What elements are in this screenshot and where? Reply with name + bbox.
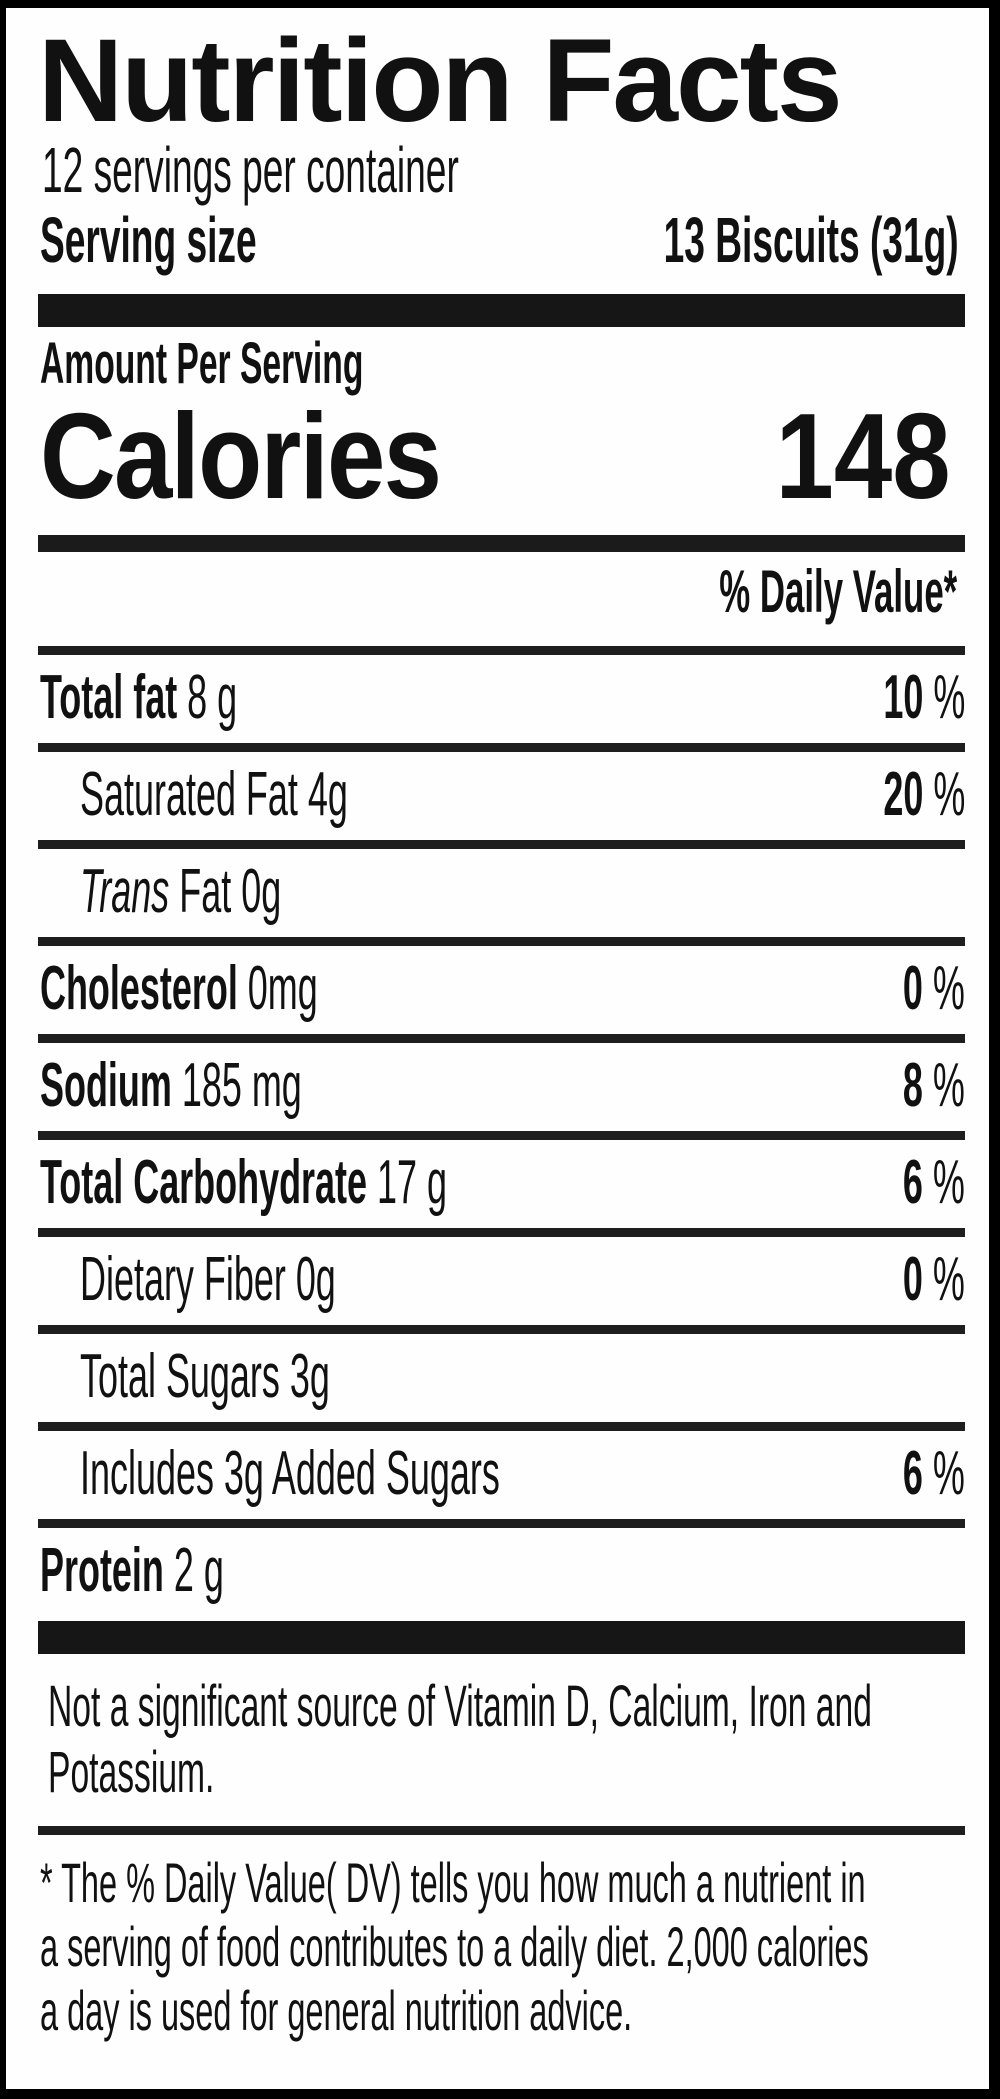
servings-text: 12 servings per container: [42, 134, 459, 206]
nutrient-row-total-carbohydrate: Total Carbohydrate 17 g 6 %: [40, 1148, 965, 1217]
nutrient-row-added-sugars: Includes 3g Added Sugars 6 %: [80, 1439, 965, 1508]
servings-per-container: 12 servings per container: [38, 138, 965, 202]
rule: [38, 937, 965, 946]
rule: [38, 1422, 965, 1431]
not-significant-note-line-1: Not a significant source of Vitamin D, C…: [48, 1674, 872, 1739]
rule: [38, 840, 965, 849]
thick-separator-top: [38, 294, 965, 327]
serving-size-label: Serving size: [40, 204, 257, 276]
calories-row: Calories 148: [38, 393, 965, 523]
nutrition-facts-title: Nutrition Facts: [38, 8, 965, 148]
nutrient-row-trans-fat: Trans Fat 0g: [80, 857, 282, 926]
calories-label: Calories: [40, 388, 442, 524]
footnote-line-2: a serving of food contributes to a daily…: [40, 1915, 869, 1978]
nutrient-row-cholesterol: Cholesterol 0mg 0 %: [40, 954, 965, 1023]
nutrient-row-dietary-fiber: Dietary Fiber 0g 0 %: [80, 1245, 965, 1314]
nutrient-row-protein: Protein 2 g: [40, 1536, 224, 1605]
rule: [38, 1131, 965, 1140]
rule: [38, 1034, 965, 1043]
nutrient-row-saturated-fat: Saturated Fat 4g 20 %: [80, 760, 965, 829]
amount-per-serving-text: Amount Per Serving: [40, 331, 364, 396]
thick-separator-bottom: [38, 1621, 965, 1654]
amount-per-serving: Amount Per Serving: [38, 327, 965, 393]
medium-separator: [38, 535, 965, 552]
calories-value: 148: [775, 388, 951, 524]
daily-value-header: % Daily Value*: [719, 558, 957, 625]
rule-footnote: [38, 1826, 965, 1835]
rule: [38, 646, 965, 655]
nutrient-row-sodium: Sodium 185 mg 8 %: [40, 1051, 965, 1120]
title-text: Nutrition Facts: [38, 15, 843, 148]
rule: [38, 743, 965, 752]
nutrient-row-total-fat: Total fat 8 g 10 %: [40, 663, 965, 732]
serving-size-row: Serving size 13 Biscuits (31g): [38, 202, 965, 276]
rule: [38, 1325, 965, 1334]
rule: [38, 1519, 965, 1528]
daily-value-header-row: % Daily Value*: [38, 552, 965, 628]
not-significant-note-line-2: Potassium.: [48, 1740, 215, 1805]
serving-size-value: 13 Biscuits (31g): [663, 204, 959, 276]
rule: [38, 1228, 965, 1237]
nutrient-row-total-sugars: Total Sugars 3g: [80, 1342, 330, 1411]
footnote-line-3: a day is used for general nutrition advi…: [40, 1979, 633, 2042]
footnote-line-1: * The % Daily Value( DV) tells you how m…: [40, 1851, 866, 1914]
